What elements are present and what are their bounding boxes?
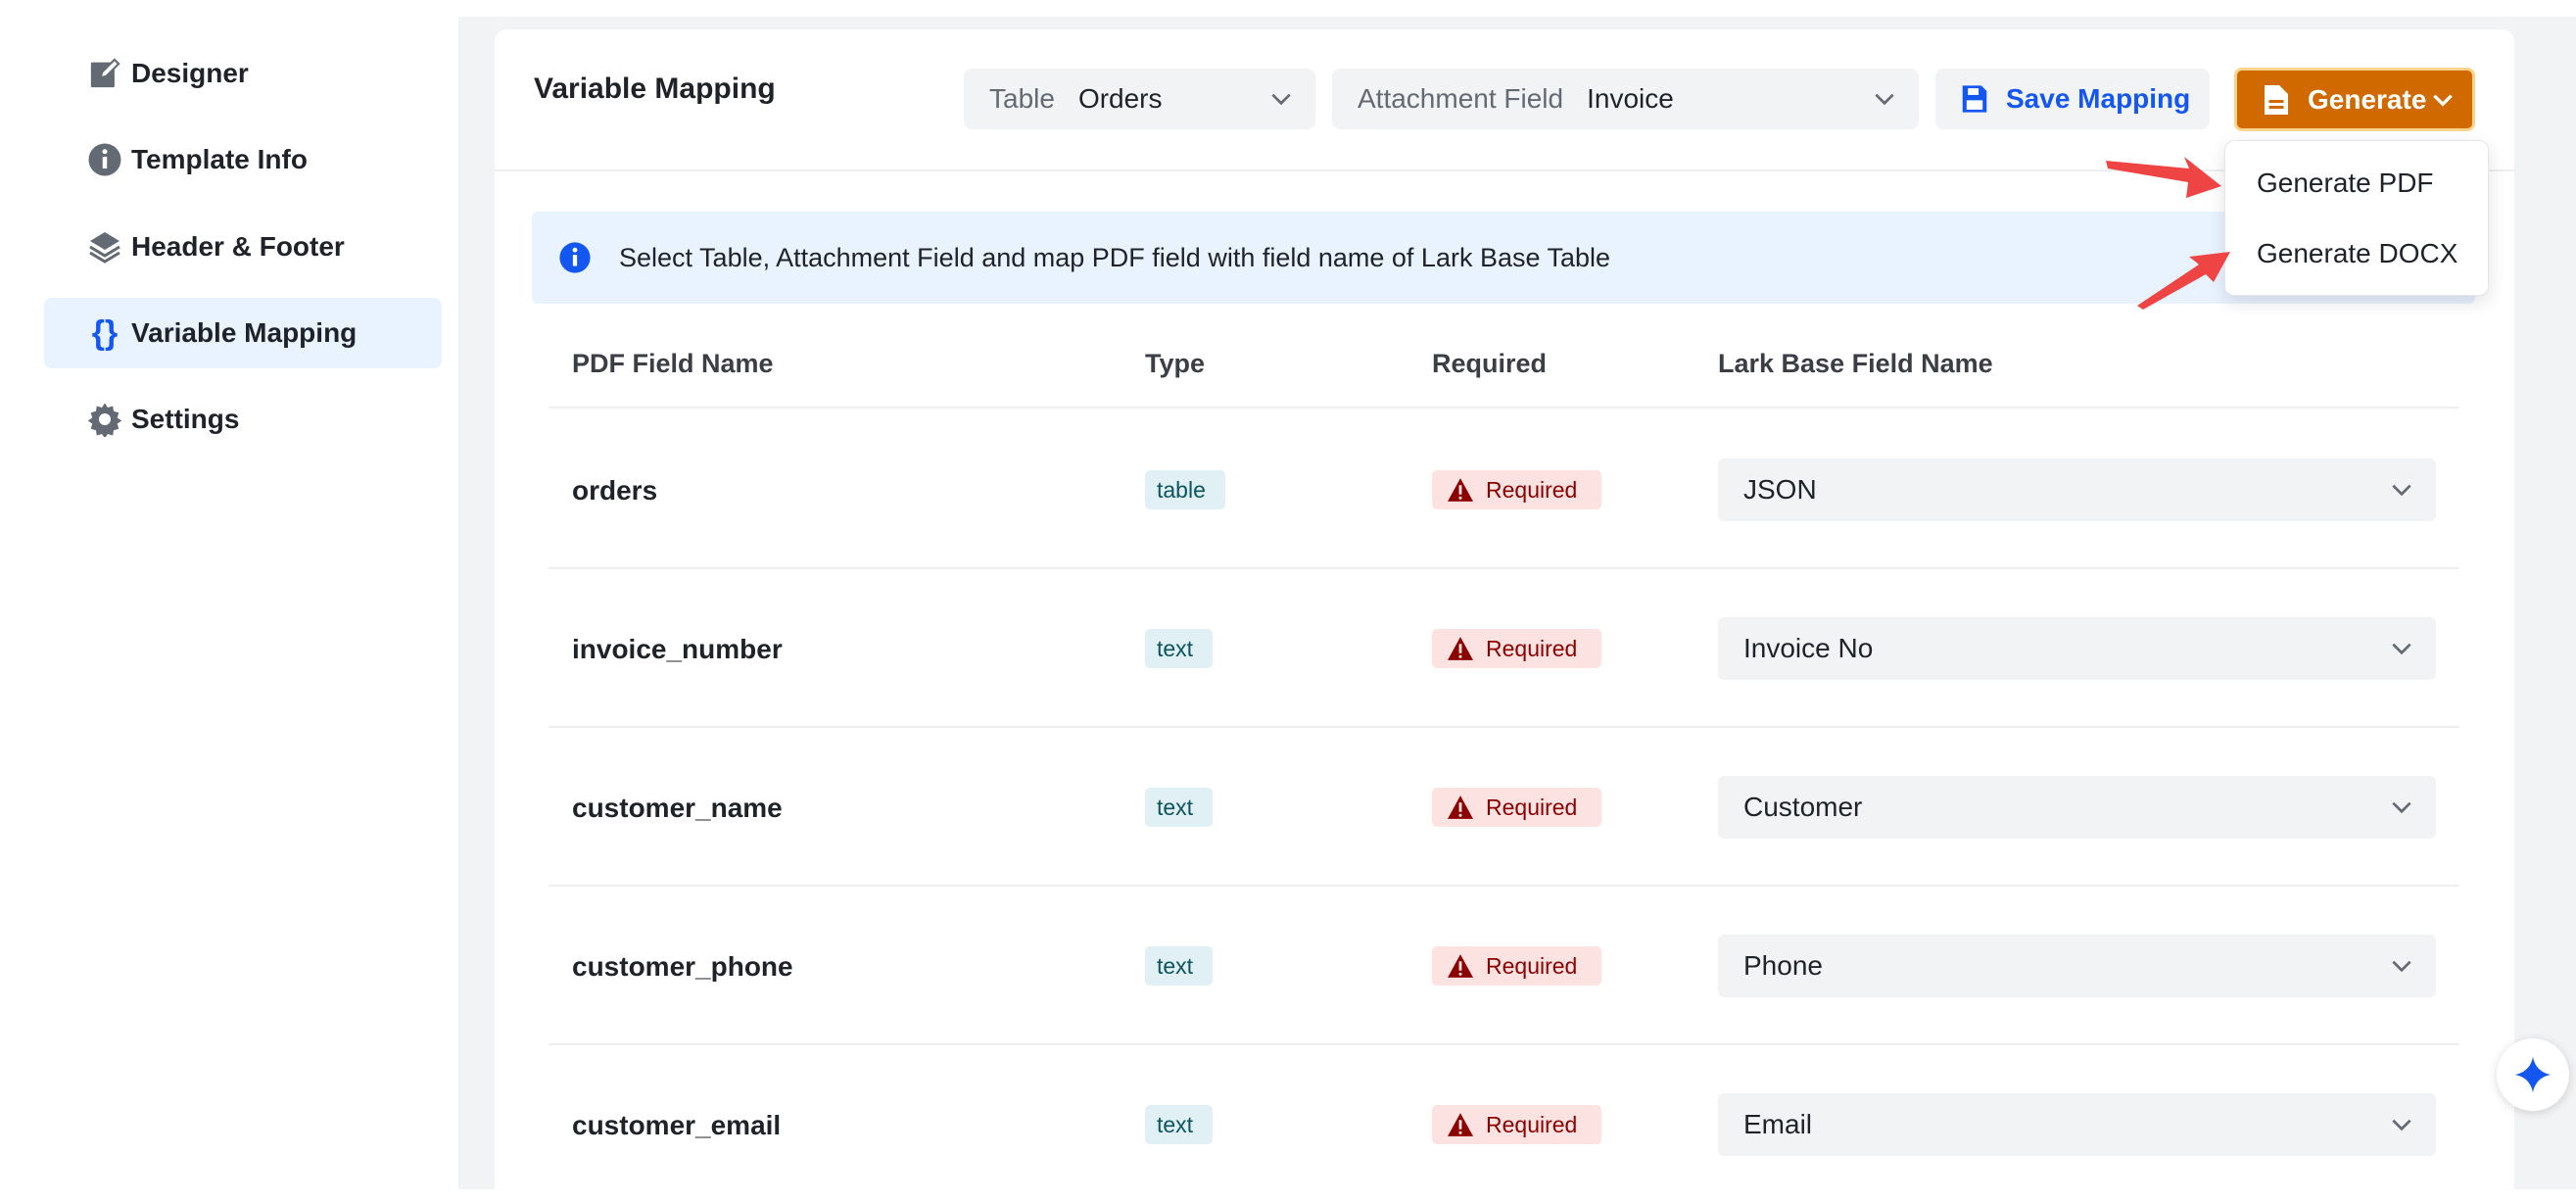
- table-row: customer_name text Required Customer: [0, 728, 2576, 887]
- attachment-field-select[interactable]: Attachment Field Invoice: [1332, 69, 1919, 129]
- type-badge: table: [1145, 470, 1225, 509]
- table-select-label: Table: [989, 83, 1055, 114]
- type-badge: text: [1145, 629, 1214, 668]
- annotation-arrow-docx: [2137, 252, 2230, 310]
- annotation-arrow-pdf: [2106, 157, 2221, 198]
- info-banner: Select Table, Attachment Field and map P…: [532, 212, 2475, 304]
- sidebar-item-variable-mapping[interactable]: {} Variable Mapping: [44, 298, 442, 368]
- page-title: Variable Mapping: [534, 72, 776, 105]
- required-label: Required: [1486, 1112, 1578, 1137]
- table-row: customer_email text Required Email: [0, 1045, 2576, 1204]
- pdf-field-name: invoice_number: [572, 634, 783, 664]
- attachment-field-label: Attachment Field: [1358, 83, 1564, 114]
- chevron-down-icon: [2433, 94, 2454, 107]
- table-row: invoice_number text Required Invoice No: [0, 569, 2576, 728]
- annotation-arrows: [2106, 157, 2230, 310]
- required-badge: Required: [1432, 1105, 1601, 1144]
- table-row: customer_phone text Required Phone: [0, 887, 2576, 1045]
- required-label: Required: [1486, 953, 1578, 979]
- sidebar: Designer Template Info Header & Footer {…: [0, 0, 458, 1189]
- lark-field-select[interactable]: JSON: [1718, 458, 2436, 521]
- header-divider: [495, 169, 2514, 171]
- pdf-field-name: customer_email: [572, 1110, 782, 1140]
- sidebar-item-label: Template Info: [131, 144, 308, 174]
- required-badge: Required: [1432, 629, 1601, 668]
- warning-icon: [1448, 1113, 1473, 1136]
- save-mapping-label: Save Mapping: [2006, 83, 2191, 114]
- sidebar-item-label: Designer: [131, 58, 249, 88]
- sparkle-icon: [2514, 1056, 2552, 1093]
- table-row: orders table Required JSON: [0, 410, 2576, 569]
- generate-button[interactable]: Generate: [2234, 68, 2475, 131]
- warning-icon: [1448, 637, 1473, 660]
- type-badge: text: [1145, 788, 1214, 827]
- lark-field-select[interactable]: Customer: [1718, 776, 2436, 839]
- attachment-field-value: Invoice: [1587, 83, 1674, 114]
- table-select[interactable]: Table Orders: [964, 69, 1315, 129]
- required-label: Required: [1486, 795, 1578, 820]
- chevron-down-icon: [1875, 93, 1894, 106]
- lark-field-value: Email: [1743, 1109, 1813, 1139]
- ai-assistant-button[interactable]: [2497, 1038, 2569, 1111]
- column-header-required: Required: [1432, 349, 1548, 378]
- type-badge: text: [1145, 1105, 1214, 1144]
- generate-dropdown-menu: Generate PDF Generate DOCX: [2224, 140, 2489, 296]
- lark-field-select[interactable]: Phone: [1718, 935, 2436, 997]
- table-select-value: Orders: [1077, 83, 1163, 114]
- lark-field-value: Invoice No: [1743, 633, 1874, 663]
- required-badge: Required: [1432, 470, 1601, 509]
- save-mapping-button[interactable]: Save Mapping: [1935, 69, 2210, 129]
- type-badge: text: [1145, 946, 1214, 986]
- chevron-down-icon: [2392, 643, 2411, 655]
- required-label: Required: [1486, 477, 1578, 503]
- required-badge: Required: [1432, 946, 1601, 986]
- chevron-down-icon: [1271, 93, 1291, 106]
- sidebar-item-label: Variable Mapping: [131, 317, 358, 348]
- row-divider: [549, 726, 2459, 728]
- lark-field-select[interactable]: Invoice No: [1718, 617, 2436, 680]
- sidebar-item-header-footer[interactable]: Header & Footer: [44, 212, 442, 282]
- warning-icon: [1448, 478, 1473, 502]
- warning-icon: [1448, 795, 1473, 819]
- column-header-pdf-field: PDF Field Name: [572, 349, 774, 378]
- row-divider: [549, 1043, 2459, 1045]
- header-divider: [549, 407, 2459, 409]
- sidebar-item-designer[interactable]: Designer: [44, 38, 442, 109]
- lark-field-select[interactable]: Email: [1718, 1093, 2436, 1156]
- save-icon: [1962, 85, 1987, 113]
- required-badge: Required: [1432, 788, 1601, 827]
- chevron-down-icon: [2392, 484, 2411, 497]
- edit-icon: [87, 56, 122, 91]
- chevron-down-icon: [2392, 1119, 2411, 1132]
- sidebar-item-label: Settings: [131, 404, 240, 434]
- sidebar-item-settings[interactable]: Settings: [44, 384, 442, 455]
- generate-label: Generate: [2308, 83, 2427, 115]
- info-banner-text: Select Table, Attachment Field and map P…: [619, 242, 1611, 272]
- gear-icon: [87, 402, 122, 437]
- layers-icon: [87, 229, 122, 265]
- lark-field-value: Phone: [1743, 950, 1823, 981]
- chevron-down-icon: [2392, 960, 2411, 973]
- column-header-type: Type: [1145, 349, 1206, 378]
- document-icon: [2265, 84, 2288, 115]
- info-icon: [87, 142, 122, 177]
- pdf-field-name: customer_name: [572, 793, 783, 823]
- lark-field-value: Customer: [1743, 792, 1863, 822]
- pdf-field-name: customer_phone: [572, 951, 793, 982]
- sidebar-item-template-info[interactable]: Template Info: [44, 124, 442, 195]
- column-header-lark-field: Lark Base Field Name: [1718, 349, 1993, 378]
- sidebar-item-label: Header & Footer: [131, 231, 345, 262]
- info-icon: [559, 242, 591, 273]
- row-divider: [549, 567, 2459, 569]
- lark-field-value: JSON: [1743, 474, 1817, 505]
- required-label: Required: [1486, 636, 1578, 661]
- braces-icon: {}: [91, 313, 119, 352]
- pdf-field-name: orders: [572, 475, 658, 506]
- menu-item-generate-pdf[interactable]: Generate PDF: [2257, 168, 2434, 198]
- warning-icon: [1448, 954, 1473, 978]
- chevron-down-icon: [2392, 801, 2411, 814]
- row-divider: [549, 885, 2459, 887]
- menu-item-generate-docx[interactable]: Generate DOCX: [2257, 238, 2458, 268]
